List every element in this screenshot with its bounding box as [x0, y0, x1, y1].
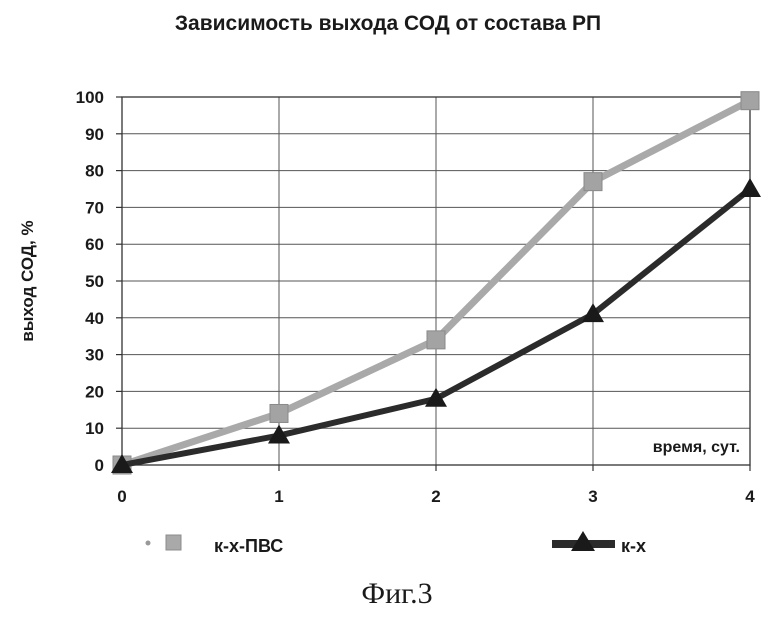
x-tick-labels: 0 1 2 3 4 — [117, 487, 755, 506]
y-tick-label: 70 — [85, 198, 104, 217]
x-tick-label: 4 — [745, 487, 755, 506]
legend-marker-k-x-pvs — [166, 535, 181, 550]
x-tick-label: 0 — [117, 487, 126, 506]
x-tick-label: 3 — [588, 487, 597, 506]
y-tick-labels: 0 10 20 30 40 50 60 70 80 90 100 — [76, 88, 104, 475]
data-point-k-x-pvs — [270, 404, 288, 422]
legend-label-k-x: к-х — [621, 536, 646, 556]
figure-caption: Фиг.3 — [361, 577, 432, 610]
data-point-k-x — [739, 178, 761, 197]
data-point-k-x-pvs — [584, 173, 602, 191]
data-point-k-x-pvs — [427, 331, 445, 349]
y-tick-label: 10 — [85, 419, 104, 438]
y-tick-label: 30 — [85, 346, 104, 365]
x-tick-label: 1 — [274, 487, 283, 506]
legend: к-х-ПВС к-х — [146, 531, 647, 556]
y-tick-label: 90 — [85, 125, 104, 144]
chart-title: Зависимость выхода СОД от состава РП — [175, 12, 601, 35]
y-tick-label: 40 — [85, 309, 104, 328]
legend-label-k-x-pvs: к-х-ПВС — [214, 536, 283, 556]
y-tick-label: 50 — [85, 272, 104, 291]
legend-dot — [146, 541, 151, 546]
x-axis-label: время, сут. — [653, 439, 740, 456]
y-tick-label: 0 — [95, 456, 104, 475]
y-tick-label: 60 — [85, 235, 104, 254]
data-point-k-x-pvs — [741, 92, 759, 110]
y-tick-label: 20 — [85, 382, 104, 401]
y-axis-label: выход СОД, % — [18, 220, 37, 341]
x-tick-label: 2 — [431, 487, 440, 506]
y-tick-label: 80 — [85, 162, 104, 181]
y-tick-label: 100 — [76, 88, 104, 107]
